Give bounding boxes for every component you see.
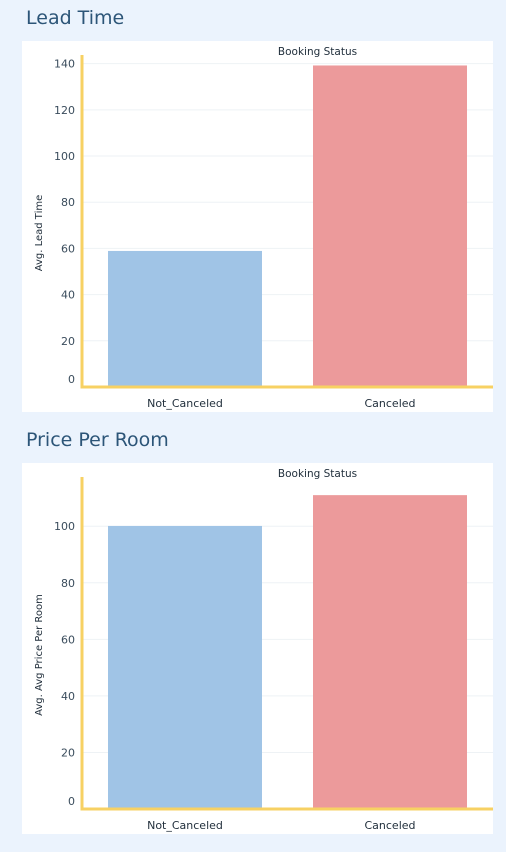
y-tick-label: 20 [61,746,75,759]
y-tick-label: 100 [54,520,75,533]
x-category-label: Not_Canceled [147,397,223,410]
price-per-room-chart: Booking Status 0 20 40 60 80 100 Avg. Avg Price… [34,468,493,832]
y-tick-label: 40 [61,690,75,703]
bar-not-canceled [108,250,262,387]
y-tick-label: 120 [54,104,75,117]
bar-canceled [313,65,467,388]
y-tick-label: 80 [61,577,75,590]
x-category-label: Canceled [364,819,415,832]
lead-time-section-title: Lead Time [26,7,125,29]
y-tick-label: 80 [61,196,75,209]
y-tick-label: 0 [68,795,75,808]
x-category-label: Canceled [364,397,415,410]
chart-header-title: Booking Status [278,46,357,58]
lead-time-chart: Booking Status 0 20 40 60 80 100 120 140 Avg. Lea… [34,46,493,410]
bar-not-canceled [108,525,262,809]
y-tick-label: 20 [61,335,75,348]
price-per-room-chart-panel: Booking Status 0 20 40 60 80 100 Avg. Avg Price… [22,463,493,834]
y-tick-label: 0 [68,373,75,386]
y-tick-label: 60 [61,633,75,646]
y-tick-label: 60 [61,242,75,255]
chart-header-title: Booking Status [278,468,357,480]
y-tick-label: 100 [54,150,75,163]
y-tick-label: 40 [61,289,75,302]
bar-canceled [313,495,467,809]
y-axis-title: Avg. Lead Time [34,195,45,272]
y-axis-title: Avg. Avg Price Per Room [34,594,45,716]
x-category-label: Not_Canceled [147,819,223,832]
lead-time-chart-panel: Booking Status 0 20 40 60 80 100 120 140 Avg. Lea… [22,41,493,412]
price-per-room-section-title: Price Per Room [26,429,169,451]
y-tick-label: 140 [54,58,75,71]
